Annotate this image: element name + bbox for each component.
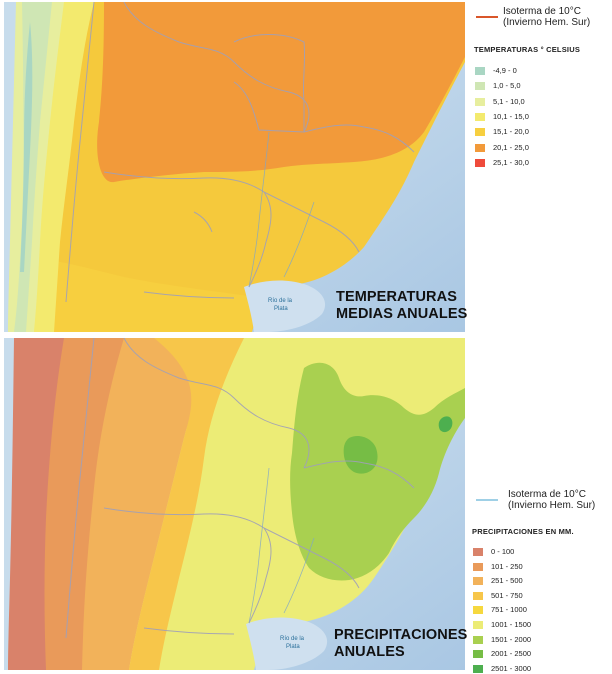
precipitation-swatch [473, 664, 483, 673]
precipitation-swatch [473, 562, 483, 571]
precipitation-swatch [473, 606, 483, 615]
isotherm-label-line2: (Invierno Hem. Sur) [508, 500, 596, 511]
precipitation-map-graphic: Río de la Plata [4, 338, 465, 670]
precipitation-swatch [473, 621, 483, 629]
temperature-map: Río de la Plata [4, 2, 465, 332]
temperature-map-title: TEMPERATURAS MEDIAS ANUALES [336, 289, 467, 323]
place-label-rio-de-la-plata-2: Plata [286, 644, 300, 650]
rio-de-la-plata [244, 280, 326, 332]
temperature-label: 5,1 - 10,0 [493, 96, 525, 106]
precip-zone-1501-2000 [290, 362, 465, 581]
temperature-swatch [475, 97, 485, 106]
precipitation-label: 1501 - 2000 [491, 634, 532, 644]
temp-zone-15-20 [4, 252, 254, 332]
temperature-label: 1,0 - 5,0 [493, 81, 521, 91]
precipitation-swatch [473, 591, 483, 600]
temp-zone-minus5-0 [20, 22, 33, 272]
precip-zone-2501-3000 [438, 416, 453, 433]
precipitation-title-line1: PRECIPITACIONES [334, 627, 468, 643]
temperature-swatch [475, 82, 485, 91]
temperature-swatch [475, 112, 485, 121]
precip-zone-501-750 [129, 338, 244, 670]
temperature-label: 10,1 - 15,0 [493, 111, 529, 121]
temperature-label: 25,1 - 30,0 [493, 157, 529, 167]
isotherm-label: Isoterma de 10°C (Invierno Hem. Sur) [503, 6, 590, 28]
temperature-title-line2: MEDIAS ANUALES [336, 306, 468, 322]
temperature-label: -4,9 - 0 [493, 66, 517, 75]
precipitation-label: 751 - 1000 [491, 605, 527, 615]
precipitation-label: 501 - 750 [491, 590, 523, 600]
precipitation-legend-heading: PRECIPITACIONES EN MM. [472, 527, 574, 536]
precip-zone-0-100 [4, 338, 64, 670]
precipitation-label: 1001 - 1500 [491, 620, 532, 629]
place-label-rio-de-la-plata-1: Río de la [280, 636, 305, 642]
precipitation-swatch [473, 635, 483, 644]
isotherm-label: Isoterma de 10°C (Invierno Hem. Sur) [508, 489, 595, 511]
isotherm-line-swatch [476, 499, 498, 501]
precipitation-title-line2: ANUALES [334, 644, 405, 660]
temperature-map-graphic: Río de la Plata [4, 2, 465, 332]
isotherm-label-line1: Isoterma de 10°C [503, 6, 581, 17]
place-label-rio-de-la-plata-2: Plata [274, 306, 288, 312]
precipitation-map: Río de la Plata [4, 338, 465, 670]
isotherm-line-swatch [476, 16, 498, 18]
precipitation-swatch [473, 577, 483, 586]
precipitation-label: 101 - 250 [491, 561, 523, 571]
temperature-title-line1: TEMPERATURAS [336, 289, 457, 305]
precipitation-label: 2001 - 2500 [491, 649, 532, 659]
isotherm-label-line2: (Invierno Hem. Sur) [503, 17, 591, 28]
temperature-swatch [475, 158, 485, 167]
precipitation-label: 251 - 500 [491, 576, 523, 586]
precipitation-swatch [473, 548, 483, 556]
temperature-swatch [475, 143, 485, 152]
isotherm-label-line1: Isoterma de 10°C [508, 489, 586, 500]
precipitation-label: 2501 - 3000 [491, 663, 532, 673]
temperature-swatch [475, 128, 485, 137]
place-label-rio-de-la-plata-1: Río de la [268, 298, 293, 304]
precipitation-map-title: PRECIPITACIONES ANUALES [334, 627, 467, 661]
temp-zone-20-25 [97, 2, 465, 183]
temperature-legend: Isoterma de 10°C (Invierno Hem. Sur) TEM… [474, 6, 590, 167]
temperature-legend-heading: TEMPERATURAS ° CELSIUS [474, 45, 581, 54]
precipitation-label: 0 - 100 [491, 547, 515, 556]
temperature-swatch [475, 67, 485, 75]
temperature-label: 15,1 - 20,0 [493, 127, 529, 137]
rio-de-la-plata [246, 617, 328, 670]
temperature-label: 20,1 - 25,0 [493, 142, 529, 152]
precipitation-swatch [473, 650, 483, 659]
